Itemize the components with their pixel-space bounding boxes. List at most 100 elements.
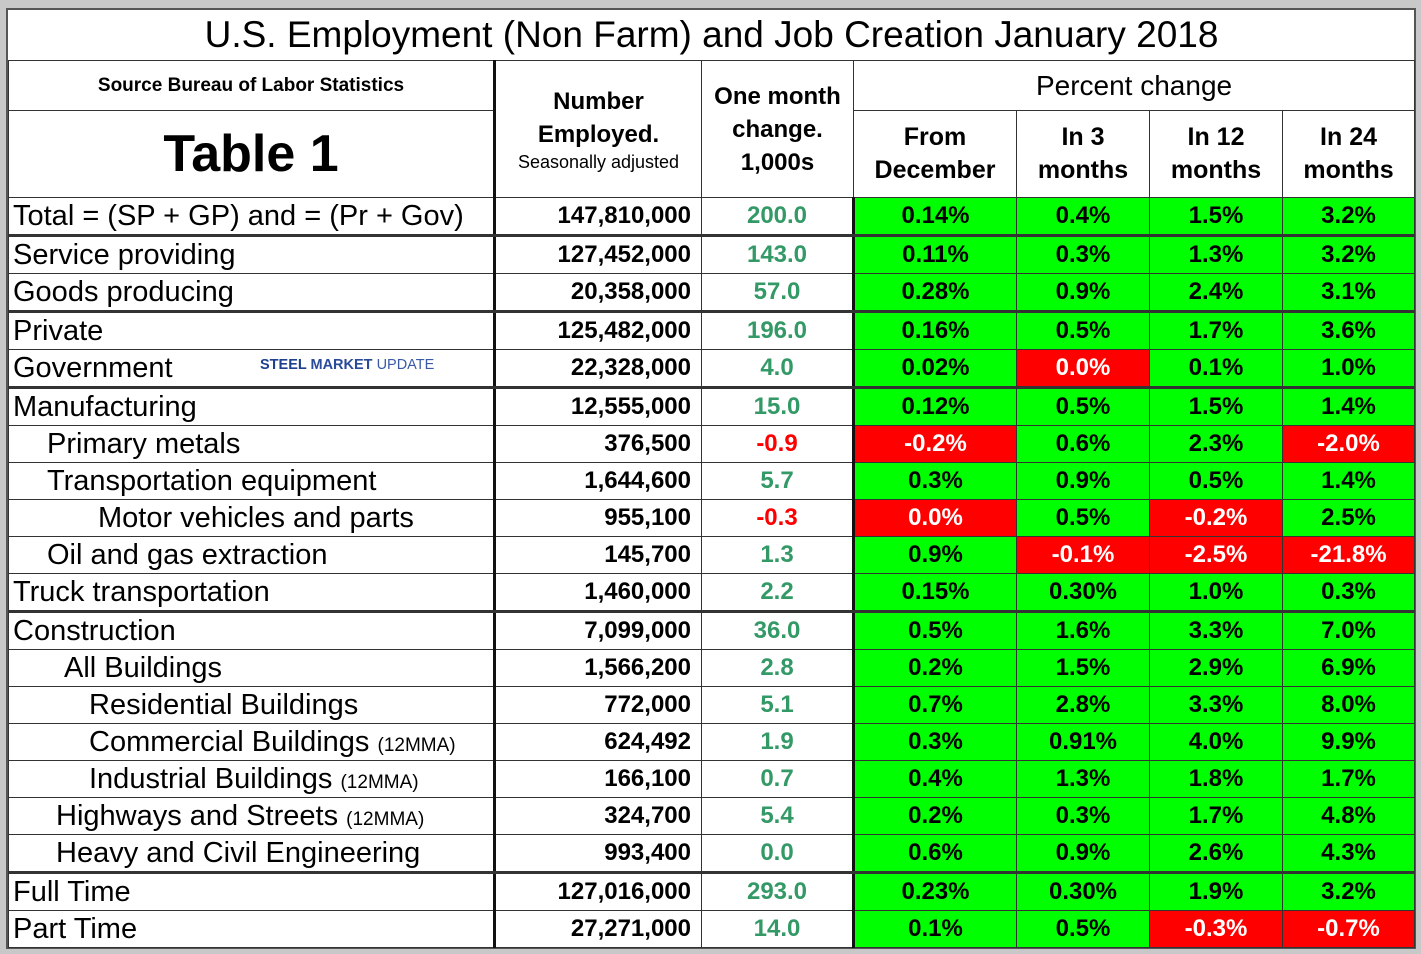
pct-in-3-months: 0.9%: [1016, 834, 1150, 874]
row-label-text: Total = (SP + GP) and = (Pr + Gov): [13, 199, 464, 232]
pct-in-24-months: -0.7%: [1281, 910, 1416, 948]
pct-in-12-months: 0.5%: [1149, 462, 1283, 500]
header-24m-line1: In 24: [1320, 123, 1378, 151]
pct-in-3-months: 0.0%: [1016, 349, 1150, 389]
pct-from-december: 0.23%: [852, 872, 1017, 911]
table-row: Motor vehicles and parts 955,100 -0.3 0.0% 0…: [8, 499, 1416, 537]
number-employed: 1,644,600: [493, 462, 702, 500]
row-label-text: Highways and Streets: [56, 799, 339, 832]
pct-in-12-months: 2.4%: [1149, 273, 1283, 313]
pct-from-december: 0.4%: [852, 760, 1017, 798]
pct-in-12-months: 1.8%: [1149, 760, 1283, 798]
number-employed: 772,000: [493, 686, 702, 724]
one-month-change: 1.3: [701, 536, 854, 574]
pct-in-12-months: 1.5%: [1149, 387, 1283, 426]
row-label-text: All Buildings: [64, 651, 222, 684]
row-label: Truck transportation: [8, 573, 495, 613]
table-row: Heavy and Civil Engineering 993,400 0.0 0.6…: [8, 834, 1416, 874]
one-month-change: 15.0: [701, 387, 854, 426]
pct-in-24-months: 8.0%: [1281, 686, 1416, 724]
pct-in-3-months: 0.5%: [1016, 910, 1150, 948]
header-from-december-line2: December: [874, 156, 996, 184]
one-month-change: 196.0: [701, 311, 854, 350]
pct-in-12-months: -0.2%: [1149, 499, 1283, 537]
source-note: Source Bureau of Labor Statistics: [8, 60, 495, 111]
number-employed: 20,358,000: [493, 273, 702, 313]
table-row: Construction 7,099,000 36.0 0.5% 1.6% 3.3% 7.0…: [8, 611, 1416, 650]
number-employed: 1,566,200: [493, 649, 702, 687]
row-label: Commercial Buildings (12MMA): [8, 723, 495, 761]
header-change-line3: 1,000s: [740, 148, 815, 176]
pct-in-24-months: 3.2%: [1281, 235, 1416, 274]
table-row: Truck transportation 1,460,000 2.2 0.15% 0.3…: [8, 573, 1416, 613]
pct-in-12-months: 1.7%: [1149, 797, 1283, 835]
table-body: Total = (SP + GP) and = (Pr + Gov) 147,81…: [8, 197, 1416, 948]
number-employed: 955,100: [493, 499, 702, 537]
row-label: Part Time: [8, 910, 495, 948]
one-month-change: 0.7: [701, 760, 854, 798]
row-label: Full Time: [8, 872, 495, 911]
pct-in-24-months: -2.0%: [1281, 425, 1416, 463]
pct-in-3-months: 0.91%: [1016, 723, 1150, 761]
row-label: Manufacturing: [8, 387, 495, 426]
row-label-text: Goods producing: [13, 275, 234, 308]
employment-table-frame: U.S. Employment (Non Farm) and Job Creat…: [6, 8, 1416, 949]
pct-in-12-months: 1.0%: [1149, 573, 1283, 613]
one-month-change: 5.1: [701, 686, 854, 724]
row-label-text: Government: [13, 351, 173, 384]
row-note: (12MMA): [340, 771, 419, 793]
table-row: Transportation equipment 1,644,600 5.7 0.3%…: [8, 462, 1416, 500]
row-label-text: Motor vehicles and parts: [98, 501, 414, 534]
row-label-text: Industrial Buildings: [89, 762, 333, 795]
one-month-change: 200.0: [701, 197, 854, 237]
pct-in-3-months: 0.30%: [1016, 573, 1150, 613]
pct-in-12-months: -2.5%: [1149, 536, 1283, 574]
pct-in-3-months: 0.4%: [1016, 197, 1150, 237]
pct-in-12-months: 1.3%: [1149, 235, 1283, 274]
pct-in-24-months: 6.9%: [1281, 649, 1416, 687]
row-label-text: Residential Buildings: [89, 688, 359, 721]
pct-in-3-months: 0.9%: [1016, 462, 1150, 500]
one-month-change: 293.0: [701, 872, 854, 911]
number-employed: 166,100: [493, 760, 702, 798]
pct-in-24-months: -21.8%: [1281, 536, 1416, 574]
row-label-text: Heavy and Civil Engineering: [56, 836, 421, 869]
pct-from-december: 0.0%: [852, 499, 1017, 537]
pct-in-12-months: 4.0%: [1149, 723, 1283, 761]
employment-table: U.S. Employment (Non Farm) and Job Creat…: [8, 10, 1416, 948]
pct-from-december: -0.2%: [852, 425, 1017, 463]
table-row: Total = (SP + GP) and = (Pr + Gov) 147,81…: [8, 197, 1416, 237]
row-label: Primary metals: [8, 425, 495, 463]
row-label: Construction: [8, 611, 495, 650]
header-change-line1: One month: [714, 82, 841, 110]
pct-from-december: 0.5%: [852, 611, 1017, 650]
row-label: Goods producing: [8, 273, 495, 313]
header-24m-line2: months: [1303, 156, 1394, 184]
pct-in-12-months: 2.6%: [1149, 834, 1283, 874]
pct-in-3-months: 1.5%: [1016, 649, 1150, 687]
header-12m-line2: months: [1170, 156, 1262, 184]
row-label: Motor vehicles and parts: [8, 499, 495, 537]
pct-in-3-months: 0.3%: [1016, 797, 1150, 835]
row-label-text: Primary metals: [47, 427, 241, 460]
one-month-change: 0.0: [701, 834, 854, 874]
header-change-line2: change.: [732, 115, 823, 143]
number-employed: 147,810,000: [493, 197, 702, 237]
row-label: Heavy and Civil Engineering: [8, 834, 495, 874]
header-employed-line3: Seasonally adjusted: [517, 152, 680, 172]
one-month-change: 1.9: [701, 723, 854, 761]
pct-in-12-months: 3.3%: [1149, 686, 1283, 724]
pct-from-december: 0.3%: [852, 462, 1017, 500]
pct-in-24-months: 1.4%: [1281, 462, 1416, 500]
table-row: Primary metals 376,500 -0.9 -0.2% 0.6% 2.3% -2…: [8, 425, 1416, 463]
one-month-change: 36.0: [701, 611, 854, 650]
number-employed: 127,452,000: [493, 235, 702, 274]
one-month-change: 4.0: [701, 349, 854, 389]
row-label-text: Service providing: [13, 238, 236, 271]
header-12m-line1: In 12: [1187, 123, 1245, 151]
row-label: Service providing: [8, 235, 495, 274]
table-title: U.S. Employment (Non Farm) and Job Creat…: [8, 10, 1415, 61]
row-label: Oil and gas extraction: [8, 536, 495, 574]
one-month-change: 5.7: [701, 462, 854, 500]
pct-from-december: 0.3%: [852, 723, 1017, 761]
